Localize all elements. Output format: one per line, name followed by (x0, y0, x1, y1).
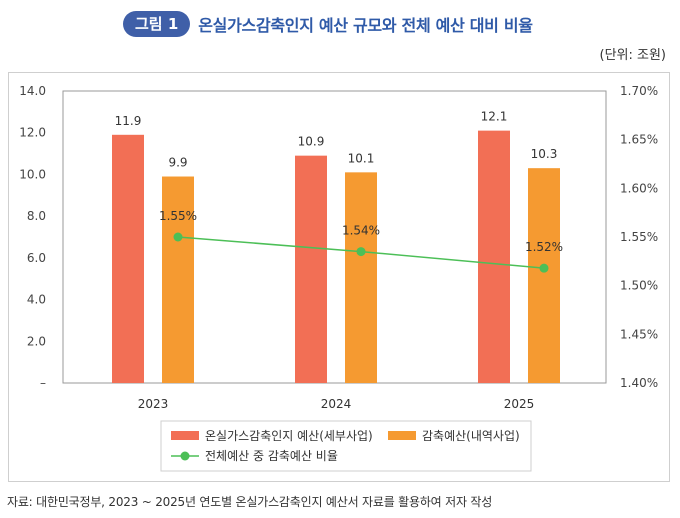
legend-box (160, 420, 532, 472)
ratio-value-label: 1.54% (342, 224, 380, 238)
bar-reduction-budget (162, 176, 194, 383)
y-right-tick-label: 1.40% (620, 376, 658, 390)
bar-reduction-budget (345, 172, 377, 383)
y-right-tick-label: 1.50% (620, 279, 658, 293)
ratio-point (356, 247, 366, 257)
y-left-tick-label: 14.0 (19, 84, 46, 98)
legend-label: 감축예산(내역사업) (422, 429, 520, 443)
x-tick-label: 2023 (138, 397, 169, 411)
y-right-tick-label: 1.55% (620, 230, 658, 244)
plot-area-border (62, 90, 607, 384)
x-tick-label: 2024 (321, 397, 352, 411)
y-left-tick-label: 4.0 (27, 293, 46, 307)
bar-value-label: 10.9 (298, 135, 325, 149)
y-left-tick-label: 6.0 (27, 251, 46, 265)
unit-label: (단위: 조원) (599, 48, 667, 63)
y-right-tick-label: 1.60% (620, 181, 658, 195)
legend-swatch-sector-budget (171, 431, 199, 440)
y-left-tick-label: 10.0 (19, 167, 46, 181)
ratio-value-label: 1.55% (159, 209, 197, 223)
legend-swatch-reduction-budget (388, 431, 416, 440)
bar-sector-budget (478, 130, 510, 383)
y-left-tick-label: – (40, 376, 46, 390)
y-right-tick-label: 1.70% (620, 84, 658, 98)
legend-label: 전체예산 중 감축예산 비율 (205, 449, 338, 463)
ratio-point (539, 263, 549, 273)
ratio-point (173, 232, 183, 242)
bar-value-label: 12.1 (481, 110, 508, 124)
bar-sector-budget (112, 134, 144, 383)
bar-sector-budget (295, 155, 327, 383)
figure-number-badge: 그림 1 (123, 11, 191, 37)
bar-reduction-budget (528, 168, 560, 383)
y-left-tick-label: 8.0 (27, 209, 46, 223)
ratio-value-label: 1.52% (525, 240, 563, 254)
bar-value-label: 11.9 (115, 114, 142, 128)
y-right-tick-label: 1.45% (620, 327, 658, 341)
figure-header: 그림 1 온실가스감축인지 예산 규모와 전체 예산 대비 비율 (123, 10, 533, 38)
bar-value-label: 10.1 (348, 151, 375, 165)
legend-marker-ratio (180, 451, 190, 461)
bar-value-label: 9.9 (168, 156, 187, 170)
y-left-tick-label: 2.0 (27, 334, 46, 348)
combo-chart: – 2.0 4.0 6.0 8.0 10.0 12.0 14.0 1.40% 1.45% 1.50%… (19, 84, 658, 472)
y-right-tick-label: 1.65% (620, 133, 658, 147)
x-tick-label: 2025 (504, 397, 535, 411)
legend-label: 온실가스감축인지 예산(세부사업) (205, 429, 373, 443)
bar-value-label: 10.3 (531, 147, 558, 161)
figure-title: 온실가스감축인지 예산 규모와 전체 예산 대비 비율 (198, 16, 533, 35)
y-left-tick-label: 12.0 (19, 126, 46, 140)
source-note: 자료: 대한민국정부, 2023 ~ 2025년 연도별 온실가스감축인지 예산… (7, 495, 493, 509)
